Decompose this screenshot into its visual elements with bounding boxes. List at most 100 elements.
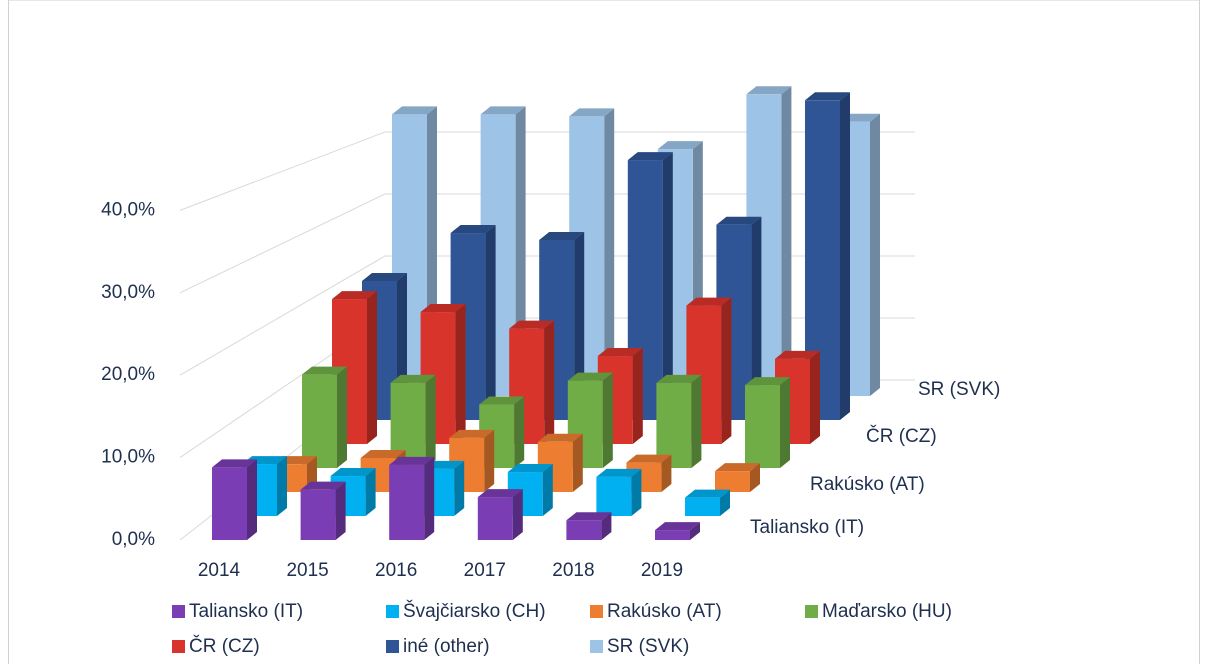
bar-top [300,481,346,490]
bar-side [424,456,435,540]
depth-label: SR (SVK) [918,379,1000,400]
bar-top [392,106,437,115]
y-tick-label: 30,0% [101,282,155,303]
bar-top [655,522,700,531]
x-tick-label: 2016 [375,560,417,581]
bar-top [477,489,523,498]
bar-top [480,106,526,115]
y-tick-label: 20,0% [101,364,155,385]
bar [715,463,760,492]
bar-side [720,489,730,516]
x-tick-label: 2014 [198,560,241,581]
bar-top [626,454,672,463]
legend-label: Taliansko (IT) [189,601,303,622]
bar-side [691,374,702,468]
bar-front [745,385,780,468]
legend-label: SR (SVK) [607,636,689,657]
bar-side [512,489,523,540]
grid-line [179,131,915,211]
legend-swatch [172,640,185,653]
bar-side [604,108,615,396]
bar-top [450,225,496,234]
legend-swatch [386,605,399,618]
x-tick-label: 2018 [552,560,594,581]
bar-side [751,216,762,420]
bar-front [655,530,690,540]
grid-line [179,193,915,294]
bar [656,374,702,468]
bar-top [479,396,525,405]
bar-top [360,449,406,458]
bar [686,297,732,444]
chart-border [8,0,1200,669]
bar-side [544,320,555,444]
bar-front [685,497,720,516]
bar-side [485,225,496,420]
bar-front [656,382,692,468]
bar-top [567,372,613,381]
bar-side [750,463,760,492]
bar-side [601,512,612,540]
y-tick-label: 10,0% [101,447,155,468]
bar-top [805,92,850,101]
bar-top [566,512,612,521]
bar-side [870,113,880,397]
bar-top [627,152,673,161]
bar-side [572,433,583,492]
legend-label: Švajčiarsko (CH) [403,600,546,622]
bar-side [721,297,732,444]
bar-top [715,463,760,472]
legend-label: iné (other) [403,636,490,657]
bar-side [367,291,377,444]
depth-label: ČR (CZ) [866,425,937,447]
bar [685,489,730,516]
bar-side [277,456,287,516]
bar-side [661,454,672,492]
bar [302,366,347,468]
legend-label: Rakúsko (AT) [607,601,722,622]
bar [300,481,346,540]
bar-side [780,377,790,468]
bar-side [810,350,820,444]
bar-side [455,304,466,444]
bar-top [389,456,435,465]
bar-front [566,520,602,540]
bar-side [514,396,525,468]
legend-label: Maďarsko (HU) [822,601,952,622]
x-tick-label: 2017 [464,560,506,581]
bar-top [745,377,790,386]
bar-front [302,374,337,468]
legend-swatch [590,640,603,653]
bar-top [775,350,820,359]
bar-side [335,481,346,540]
bar-front [596,476,632,516]
bar-top [420,304,466,313]
bar-side [632,348,643,444]
bar [627,152,673,420]
bar-top [302,366,347,375]
bar [450,225,496,420]
bar-front [477,497,513,540]
y-tick-label: 0,0% [112,529,155,550]
bar-side [840,92,850,421]
bar-top [596,468,642,477]
bar-top [657,141,703,150]
bar [655,522,700,540]
bar-top [390,374,436,383]
bar-top [746,86,792,95]
x-tick-label: 2015 [286,560,328,581]
bar-top [686,297,732,306]
depth-label: Rakúsko (AT) [810,474,925,495]
bar-side [781,86,792,396]
bar-top [537,433,583,442]
bar-top [449,429,495,438]
bar-side [365,468,376,516]
bar [390,374,436,468]
bar-top [569,108,615,117]
bar-top [716,216,762,225]
bar-side [542,464,553,516]
bar [596,468,642,516]
bar-top [507,464,553,473]
x-tick-label: 2019 [641,560,683,581]
